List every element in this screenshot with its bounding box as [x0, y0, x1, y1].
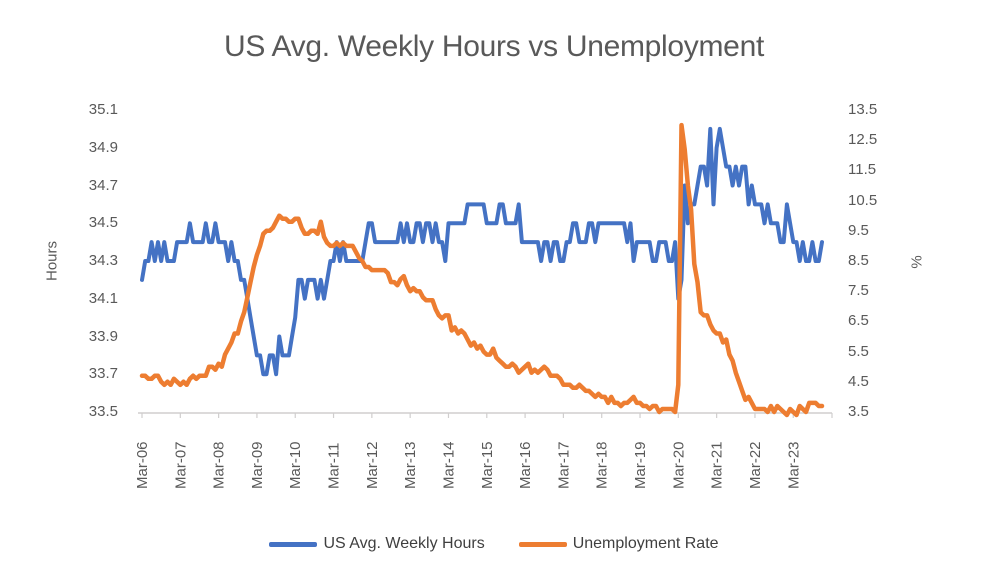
- hours-series-line: [140, 126, 824, 377]
- legend-label-hours: US Avg. Weekly Hours: [323, 535, 485, 552]
- right-axis-tick-label: 4.5: [848, 372, 869, 390]
- right-axis-tick-label: 9.5: [848, 221, 869, 239]
- legend-label-unemployment: Unemployment Rate: [572, 535, 719, 552]
- left-axis-tick-label: 34.9: [88, 138, 118, 156]
- left-axis-tick-label: 33.7: [88, 365, 118, 383]
- unemployment-series-line: [139, 122, 825, 418]
- legend: US Avg. Weekly Hours Unemployment Rate: [0, 535, 988, 553]
- right-axis-tick-label: 5.5: [848, 342, 869, 360]
- right-axis-tick-label: 3.5: [848, 403, 869, 420]
- right-axis-tick-label: 12.5: [848, 131, 878, 149]
- left-axis-tick-label: 33.5: [88, 403, 118, 420]
- right-axis-tick-label: 10.5: [848, 191, 878, 209]
- legend-item-hours: US Avg. Weekly Hours: [269, 535, 485, 553]
- legend-item-unemployment: Unemployment Rate: [518, 535, 719, 553]
- left-axis-tick-label: 34.7: [88, 176, 118, 194]
- left-axis-tick-label: 33.9: [88, 327, 118, 345]
- left-axis-tick-label: 35.1: [88, 101, 118, 118]
- hours-line-swatch: [269, 541, 318, 547]
- left-axis-tick-label: 34.3: [88, 252, 118, 269]
- right-axis-tick-label: 8.5: [848, 252, 869, 269]
- left-axis-tick-label: 34.1: [88, 289, 118, 307]
- left-axis-tick-label: 34.5: [88, 214, 118, 232]
- chart-title: US Avg. Weekly Hours vs Unemployment: [224, 30, 764, 63]
- right-axis-tick-label: 6.5: [848, 312, 869, 330]
- unemployment-line-swatch: [518, 541, 567, 547]
- right-axis-tick-label: 13.5: [848, 101, 878, 118]
- right-axis-tick-label: 11.5: [848, 161, 877, 179]
- right-axis-tick-label: 7.5: [848, 282, 869, 300]
